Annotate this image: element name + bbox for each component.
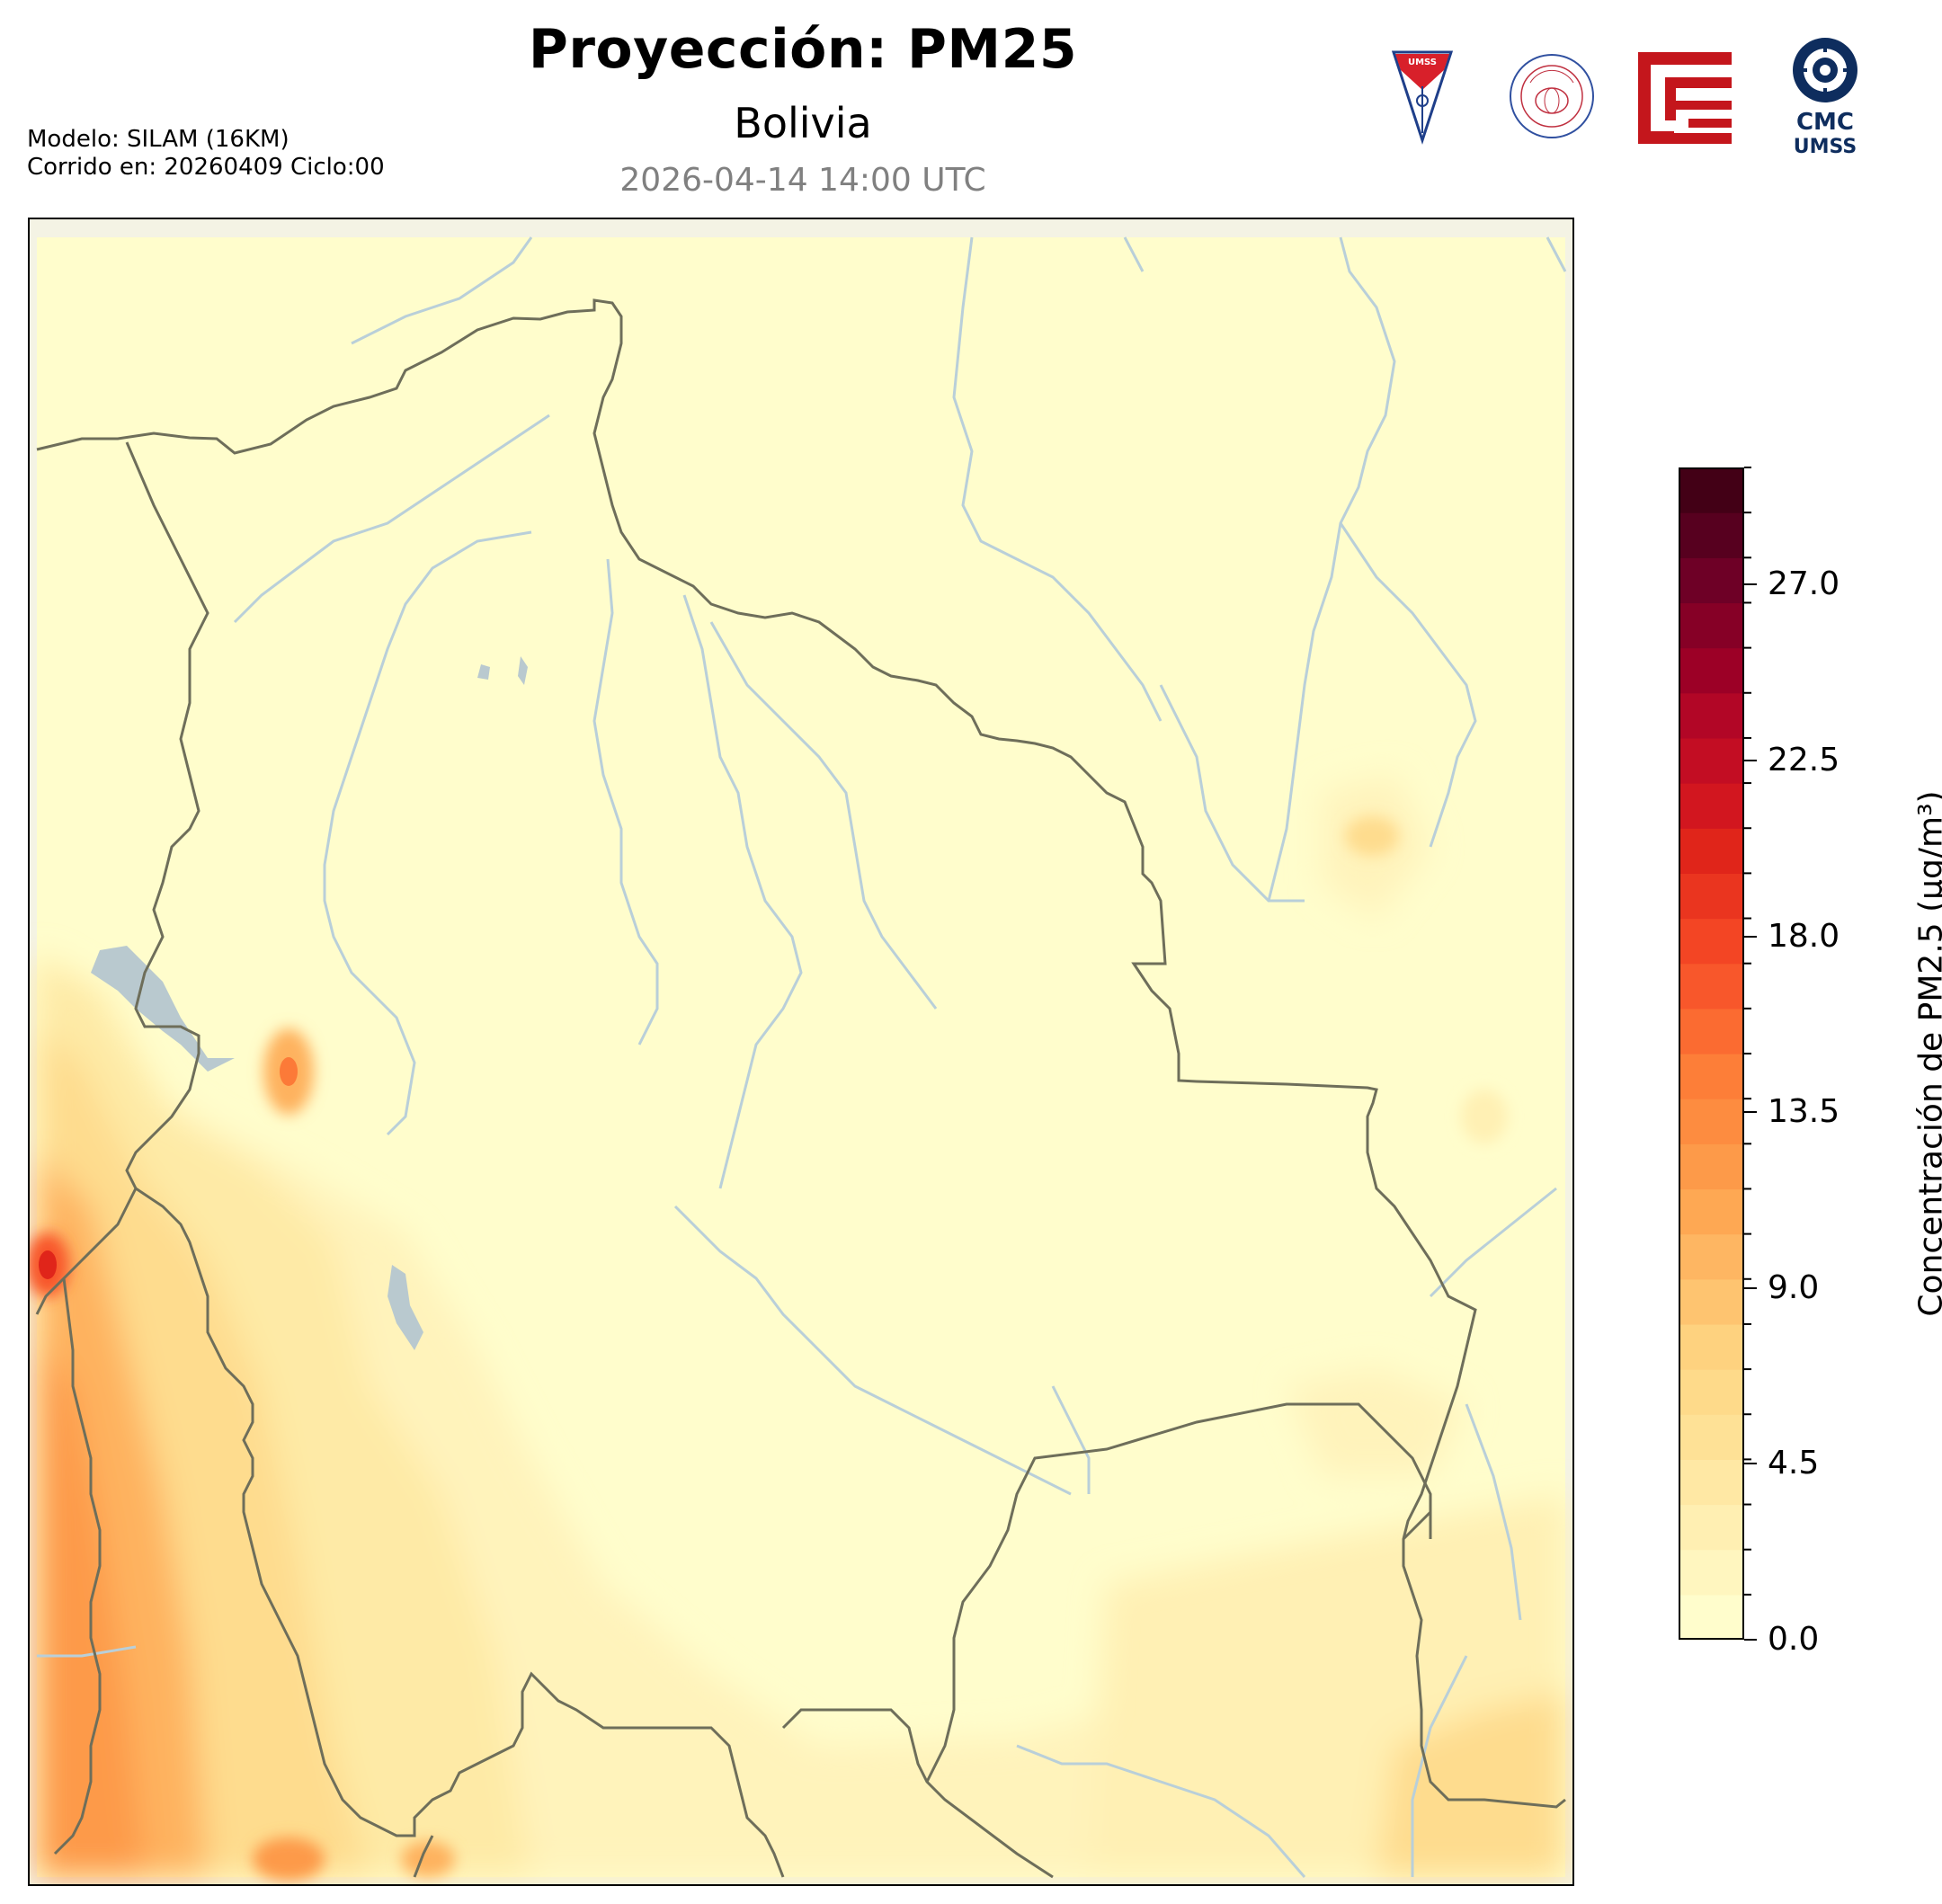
colorbar-segment <box>1679 512 1744 558</box>
cmc-umss-logo: CMC UMSS <box>1784 36 1866 158</box>
colorbar-segment <box>1679 1054 1744 1099</box>
colorbar-segment <box>1679 692 1744 739</box>
colorbar-segment <box>1679 963 1744 1010</box>
region-subtitle: Bolivia <box>734 99 872 147</box>
colorbar-tick-label: 22.5 <box>1768 742 1840 779</box>
colorbar-major-tick <box>1744 1111 1757 1114</box>
colorbar-segment <box>1679 1143 1744 1190</box>
colorbar-major-tick <box>1744 1639 1757 1641</box>
pm25-map <box>26 216 1576 1888</box>
colorbar-segment <box>1679 1188 1744 1235</box>
plot-title: Proyección: PM25 <box>528 18 1078 81</box>
colorbar-major-tick <box>1744 935 1757 938</box>
red-geometric-logo <box>1638 52 1732 144</box>
colorbar-gradient <box>1679 467 1751 1641</box>
colorbar-major-tick <box>1744 760 1757 761</box>
colorbar-label: Concentración de PM2.5 (µg/m³) <box>1912 790 1942 1317</box>
colorbar-segment <box>1679 828 1744 874</box>
colorbar <box>1679 467 1751 1641</box>
country-borders <box>35 298 1566 1879</box>
colorbar-segment <box>1679 602 1744 649</box>
forecast-datetime: 2026-04-14 14:00 UTC <box>619 162 986 199</box>
colorbar-segment <box>1679 1414 1744 1460</box>
pm25-concentration-field <box>26 775 1565 1881</box>
departamento-fisica-seal <box>1503 47 1600 146</box>
umss-shield-logo: UMSS <box>1390 50 1455 147</box>
colorbar-segment <box>1679 783 1744 829</box>
model-info-line1: Modelo: SILAM (16KM) <box>27 126 290 153</box>
colorbar-segment <box>1679 873 1744 920</box>
umss-logo-text: UMSS <box>1408 58 1437 67</box>
colorbar-segment <box>1679 1594 1744 1641</box>
colorbar-major-tick <box>1744 583 1757 586</box>
lakes <box>91 656 528 1350</box>
colorbar-segment <box>1679 1278 1744 1325</box>
cmc-logo-text: CMC <box>1796 109 1854 136</box>
model-info: Modelo: SILAM (16KM) Corrido en: 2026040… <box>27 126 385 182</box>
colorbar-tick-label: 13.5 <box>1768 1093 1840 1131</box>
colorbar-segment <box>1679 1549 1744 1596</box>
umss-logo-subtext: UMSS <box>1794 136 1857 156</box>
colorbar-segment <box>1679 647 1744 694</box>
colorbar-tick-label: 4.5 <box>1768 1445 1820 1482</box>
colorbar-segment <box>1679 1323 1744 1370</box>
colorbar-segment <box>1679 1504 1744 1551</box>
colorbar-tick-label: 9.0 <box>1768 1268 1820 1306</box>
colorbar-segment <box>1679 1369 1744 1415</box>
colorbar-segment <box>1679 467 1744 513</box>
colorbar-major-tick <box>1744 1286 1757 1289</box>
rivers <box>37 236 1567 1878</box>
colorbar-tick-label: 0.0 <box>1768 1621 1820 1658</box>
colorbar-major-tick <box>1744 1463 1757 1465</box>
colorbar-tick-label: 27.0 <box>1768 565 1840 603</box>
colorbar-segment <box>1679 1008 1744 1054</box>
colorbar-border <box>1679 467 1744 1640</box>
model-info-line2: Corrido en: 20260409 Ciclo:00 <box>27 154 385 181</box>
colorbar-segment <box>1679 737 1744 784</box>
colorbar-segment <box>1679 557 1744 604</box>
colorbar-segment <box>1679 1099 1744 1144</box>
colorbar-segment <box>1679 1233 1744 1280</box>
colorbar-segment <box>1679 1459 1744 1506</box>
colorbar-segment <box>1679 918 1744 965</box>
colorbar-tick-label: 18.0 <box>1768 917 1840 955</box>
map-panel <box>26 216 1576 1888</box>
